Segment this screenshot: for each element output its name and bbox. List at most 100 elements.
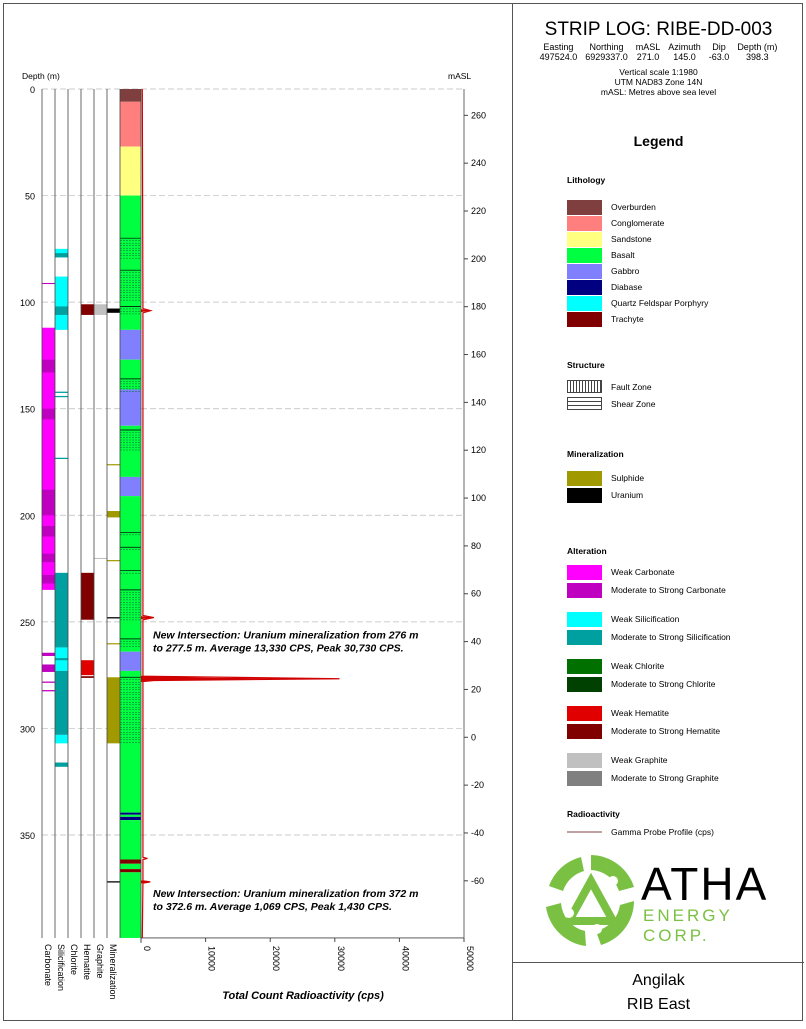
collar-value: -63.0	[708, 52, 730, 62]
mineralization-interval-uranium	[107, 617, 120, 619]
legend-item-diabase: Diabase	[567, 280, 787, 295]
legend-item-quartz-feldspar-porphyry: Quartz Feldspar Porphyry	[567, 296, 787, 311]
lithology-interval-gabbro	[120, 651, 141, 671]
logo-subtitle: ENERGY CORP.	[643, 906, 733, 945]
mineralization-interval-sulphide	[107, 677, 120, 744]
hematite-interval-weak	[81, 660, 94, 676]
mineralization-interval-uranium	[107, 308, 120, 313]
collar-header: Easting	[543, 42, 574, 52]
annotation-line1: New Intersection: Uranium mineralization…	[153, 629, 418, 641]
silicification-interval-weak	[55, 276, 68, 330]
color-swatch	[567, 232, 602, 247]
lithology-interval-diabase	[120, 816, 141, 821]
legend-item-moderate-to-strong-carbonate: Moderate to Strong Carbonate	[567, 583, 787, 598]
legend-label: Gabbro	[611, 266, 640, 276]
carbonate-interval-moderate	[42, 525, 55, 537]
lithology-interval-gabbro	[120, 389, 141, 426]
carbonate-interval-moderate	[42, 664, 55, 672]
masl-tick-label: 220	[471, 206, 486, 216]
legend-label: Trachyte	[611, 314, 644, 324]
legend-item-moderate-to-strong-hematite: Moderate to Strong Hematite	[567, 724, 787, 739]
masl-tick-label: 100	[471, 493, 486, 503]
cps-tick-label: 50000	[465, 946, 475, 971]
collar-header: Depth (m)	[737, 42, 778, 52]
masl-tick-label: 20	[471, 684, 481, 694]
track-label-carbonate: Carbonate	[43, 944, 53, 986]
lithology-interval-gabbro	[120, 476, 141, 497]
lithology-interval-overburden	[120, 89, 141, 102]
legend-title: Legend	[633, 133, 684, 149]
lithology-interval-basalt	[120, 425, 141, 477]
masl-tick-label: -20	[471, 780, 484, 790]
cps-tick-label: 20000	[271, 946, 281, 971]
masl-axis-title: mASL	[448, 71, 471, 81]
legend-item-fault-zone: Fault Zone	[567, 380, 787, 395]
track-label-hematite: Hematite	[82, 944, 92, 980]
legend-item-moderate-to-strong-chlorite: Moderate to Strong Chlorite	[567, 677, 787, 692]
depth-tick-label: 0	[30, 85, 35, 95]
hematite-interval-moderate	[81, 676, 94, 678]
legend-label: Weak Hematite	[611, 708, 669, 718]
color-swatch	[567, 296, 602, 311]
legend-item-overburden: Overburden	[567, 200, 787, 215]
legend-label: Uranium	[611, 490, 644, 500]
legend-item-weak-silicification: Weak Silicification	[567, 612, 787, 627]
legend-label: Fault Zone	[611, 382, 652, 392]
fault-zone-swatch	[567, 380, 602, 393]
gamma-line-swatch	[567, 831, 602, 833]
legend-label: Moderate to Strong Silicification	[611, 632, 731, 642]
track-label-silicification: Silicification	[56, 944, 66, 991]
legend-item-conglomerate: Conglomerate	[567, 216, 787, 231]
masl-tick-label: 240	[471, 158, 486, 168]
depth-tick-label: 200	[20, 511, 35, 521]
legend-label: Diabase	[611, 282, 643, 292]
color-swatch	[567, 200, 602, 215]
lithology-interval-trachyte	[120, 859, 141, 864]
legend-item-sandstone: Sandstone	[567, 232, 787, 247]
legend-item-weak-chlorite: Weak Chlorite	[567, 659, 787, 674]
graphite-interval-weak	[94, 304, 107, 315]
mineralization-interval-sulphide	[107, 511, 120, 518]
silicification-interval-moderate	[55, 572, 68, 648]
cps-tick-label: 0	[142, 946, 152, 951]
color-swatch	[567, 724, 602, 739]
legend-label: Overburden	[611, 202, 656, 212]
legend-item-weak-graphite: Weak Graphite	[567, 753, 787, 768]
legend-section-lithology: Lithology	[567, 175, 606, 185]
legend-section-structure: Structure	[567, 360, 605, 370]
color-swatch	[567, 677, 602, 692]
hematite-interval-moderate	[81, 304, 94, 315]
legend-section-radioactivity: Radioactivity	[567, 809, 620, 819]
gamma-spike	[141, 309, 151, 313]
legend-label: Moderate to Strong Graphite	[611, 773, 719, 783]
legend-item-gamma-probe-profile-cps-: Gamma Probe Profile (cps)	[567, 825, 787, 840]
collar-header: Northing	[589, 42, 624, 52]
legend-label: Weak Silicification	[611, 614, 680, 624]
legend-label: Weak Chlorite	[611, 661, 665, 671]
lithology-interval-diabase	[120, 812, 141, 815]
legend-label: Shear Zone	[611, 399, 656, 409]
lithology-interval-conglomerate	[120, 101, 141, 147]
legend-label: Conglomerate	[611, 218, 665, 228]
legend-label: Weak Carbonate	[611, 567, 675, 577]
header-legend-panel: STRIP LOG: RIBE-DD-003 Easting Northing mA…	[512, 3, 804, 1021]
shear-zone	[120, 589, 141, 621]
logo-name: ATHA	[641, 858, 769, 910]
depth-tick-label: 150	[20, 405, 35, 415]
collar-header: Azimuth	[668, 42, 701, 52]
carbonate-interval-moderate	[42, 282, 55, 285]
carbonate-interval-moderate	[42, 574, 55, 584]
legend-item-uranium: Uranium	[567, 488, 787, 503]
silicification-interval-moderate	[55, 253, 68, 258]
masl-tick-label: 160	[471, 350, 486, 360]
legend-item-weak-hematite: Weak Hematite	[567, 706, 787, 721]
depth-tick-label: 50	[25, 192, 35, 202]
lithology-interval-basalt	[120, 863, 141, 870]
gamma-spike	[141, 677, 340, 681]
legend-section-alteration: Alteration	[567, 546, 607, 556]
masl-tick-label: 260	[471, 110, 486, 120]
collar-value: 398.3	[746, 52, 769, 62]
masl-tick-label: 0	[471, 732, 476, 742]
legend-label: Moderate to Strong Carbonate	[611, 585, 726, 595]
project-name: Angilak	[632, 972, 685, 989]
